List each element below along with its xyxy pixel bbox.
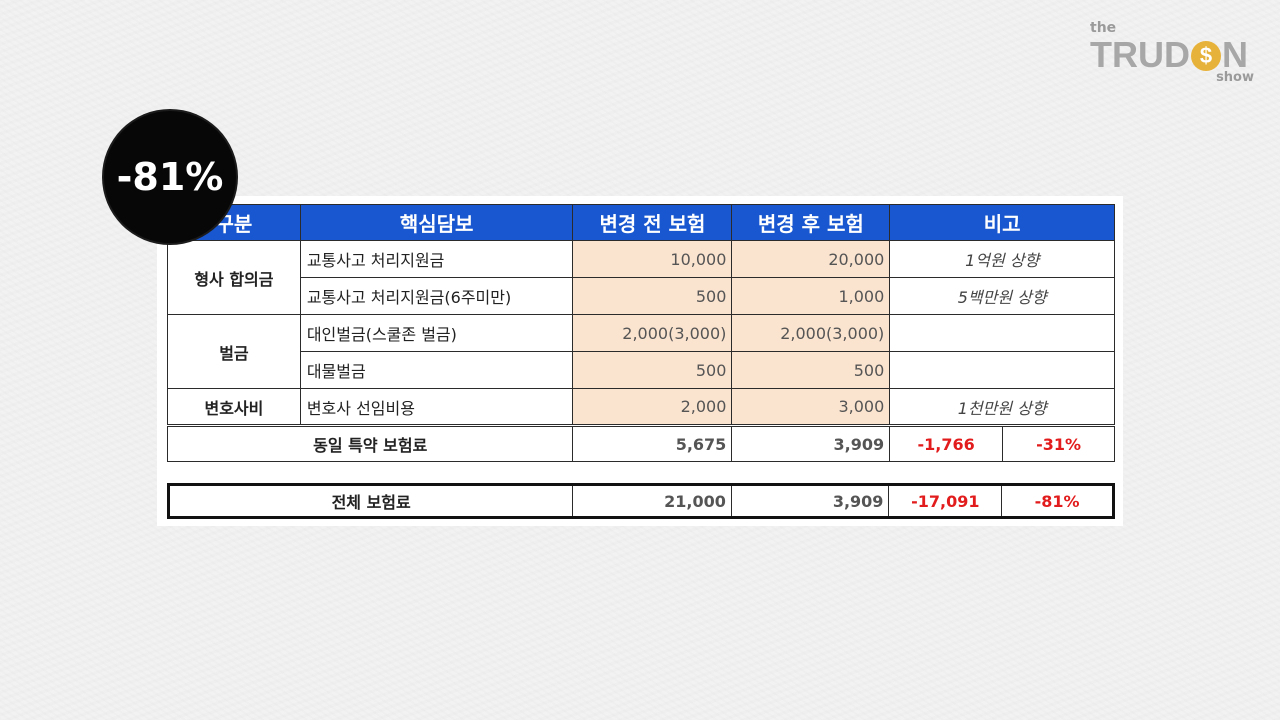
row-after: 500 bbox=[731, 351, 891, 389]
header-note: 비고 bbox=[889, 204, 1115, 241]
same-premium-table: 동일 특약 보험료 5,675 3,909 -1,766 -31% bbox=[166, 426, 1115, 462]
logo-brand-left: TRUD bbox=[1090, 34, 1190, 75]
group-lawyer: 변호사비 bbox=[167, 388, 301, 425]
same-premium-diff: -1,766 bbox=[889, 426, 1004, 462]
row-before: 2,000(3,000) bbox=[572, 314, 733, 352]
row-item: 대인벌금(스쿨존 벌금) bbox=[299, 314, 574, 352]
same-premium-pct: -31% bbox=[1002, 426, 1115, 462]
row-after: 3,000 bbox=[731, 388, 891, 425]
discount-badge: -81% bbox=[104, 111, 236, 243]
total-premium-label: 전체 보험료 bbox=[167, 484, 574, 518]
logo-brand: TRUD $ N bbox=[1090, 34, 1248, 76]
row-note bbox=[889, 314, 1115, 352]
total-premium-pct: -81% bbox=[1001, 484, 1114, 518]
coin-icon: $ bbox=[1190, 41, 1221, 71]
same-premium-before: 5,675 bbox=[572, 426, 733, 462]
row-before: 2,000 bbox=[572, 388, 733, 425]
row-item: 교통사고 처리지원금 bbox=[299, 240, 574, 278]
row-after: 2,000(3,000) bbox=[731, 314, 891, 352]
total-premium-diff: -17,091 bbox=[888, 484, 1003, 518]
table-row: 형사 합의금 교통사고 처리지원금 10,000 20,000 1억원 상향 bbox=[167, 240, 1115, 315]
row-note bbox=[889, 351, 1115, 389]
same-premium-label: 동일 특약 보험료 bbox=[166, 426, 574, 462]
header-after: 변경 후 보험 bbox=[731, 204, 891, 241]
row-item: 대물벌금 bbox=[299, 351, 574, 389]
row-item: 교통사고 처리지원금(6주미만) bbox=[299, 277, 574, 315]
row-before: 500 bbox=[572, 351, 733, 389]
total-premium-table: 전체 보험료 21,000 3,909 -17,091 -81% bbox=[167, 483, 1115, 519]
row-note: 5백만원 상향 bbox=[889, 277, 1115, 315]
same-premium-row: 동일 특약 보험료 5,675 3,909 -1,766 -31% bbox=[166, 426, 1115, 462]
table-row: 벌금 대인벌금(스쿨존 벌금) 2,000(3,000) 2,000(3,000… bbox=[167, 314, 1115, 389]
row-after: 20,000 bbox=[731, 240, 891, 278]
total-premium-row: 전체 보험료 21,000 3,909 -17,091 -81% bbox=[167, 484, 1114, 518]
table-row: 대물벌금 500 500 bbox=[168, 351, 1115, 389]
row-before: 500 bbox=[572, 277, 733, 315]
trudon-logo: the TRUD $ N show bbox=[1090, 20, 1260, 86]
same-premium-after: 3,909 bbox=[731, 426, 891, 462]
total-premium-after: 3,909 bbox=[730, 484, 890, 518]
group-fine: 벌금 bbox=[167, 314, 301, 389]
table-row: 변호사비 변호사 선임비용 2,000 3,000 1천만원 상향 bbox=[167, 388, 1115, 425]
total-premium-before: 21,000 bbox=[572, 484, 732, 518]
row-before: 10,000 bbox=[572, 240, 733, 278]
row-item: 변호사 선임비용 bbox=[299, 388, 574, 425]
logo-show: show bbox=[1216, 70, 1254, 85]
table-header-row: 구분 핵심담보 변경 전 보험 변경 후 보험 비고 bbox=[167, 204, 1115, 241]
coverage-table: 구분 핵심담보 변경 전 보험 변경 후 보험 비고 형사 합의금 교통사고 처… bbox=[167, 204, 1115, 425]
table-row: 교통사고 처리지원금(6주미만) 500 1,000 5백만원 상향 bbox=[168, 277, 1115, 315]
insurance-comparison-card: 구분 핵심담보 변경 전 보험 변경 후 보험 비고 형사 합의금 교통사고 처… bbox=[157, 196, 1123, 526]
group-criminal: 형사 합의금 bbox=[167, 240, 301, 315]
row-note: 1억원 상향 bbox=[889, 240, 1115, 278]
row-note: 1천만원 상향 bbox=[889, 388, 1115, 425]
logo-the: the bbox=[1090, 20, 1117, 36]
header-before: 변경 전 보험 bbox=[572, 204, 733, 241]
header-coverage: 핵심담보 bbox=[299, 204, 574, 241]
row-after: 1,000 bbox=[731, 277, 891, 315]
logo-brand-right: N bbox=[1221, 34, 1248, 75]
